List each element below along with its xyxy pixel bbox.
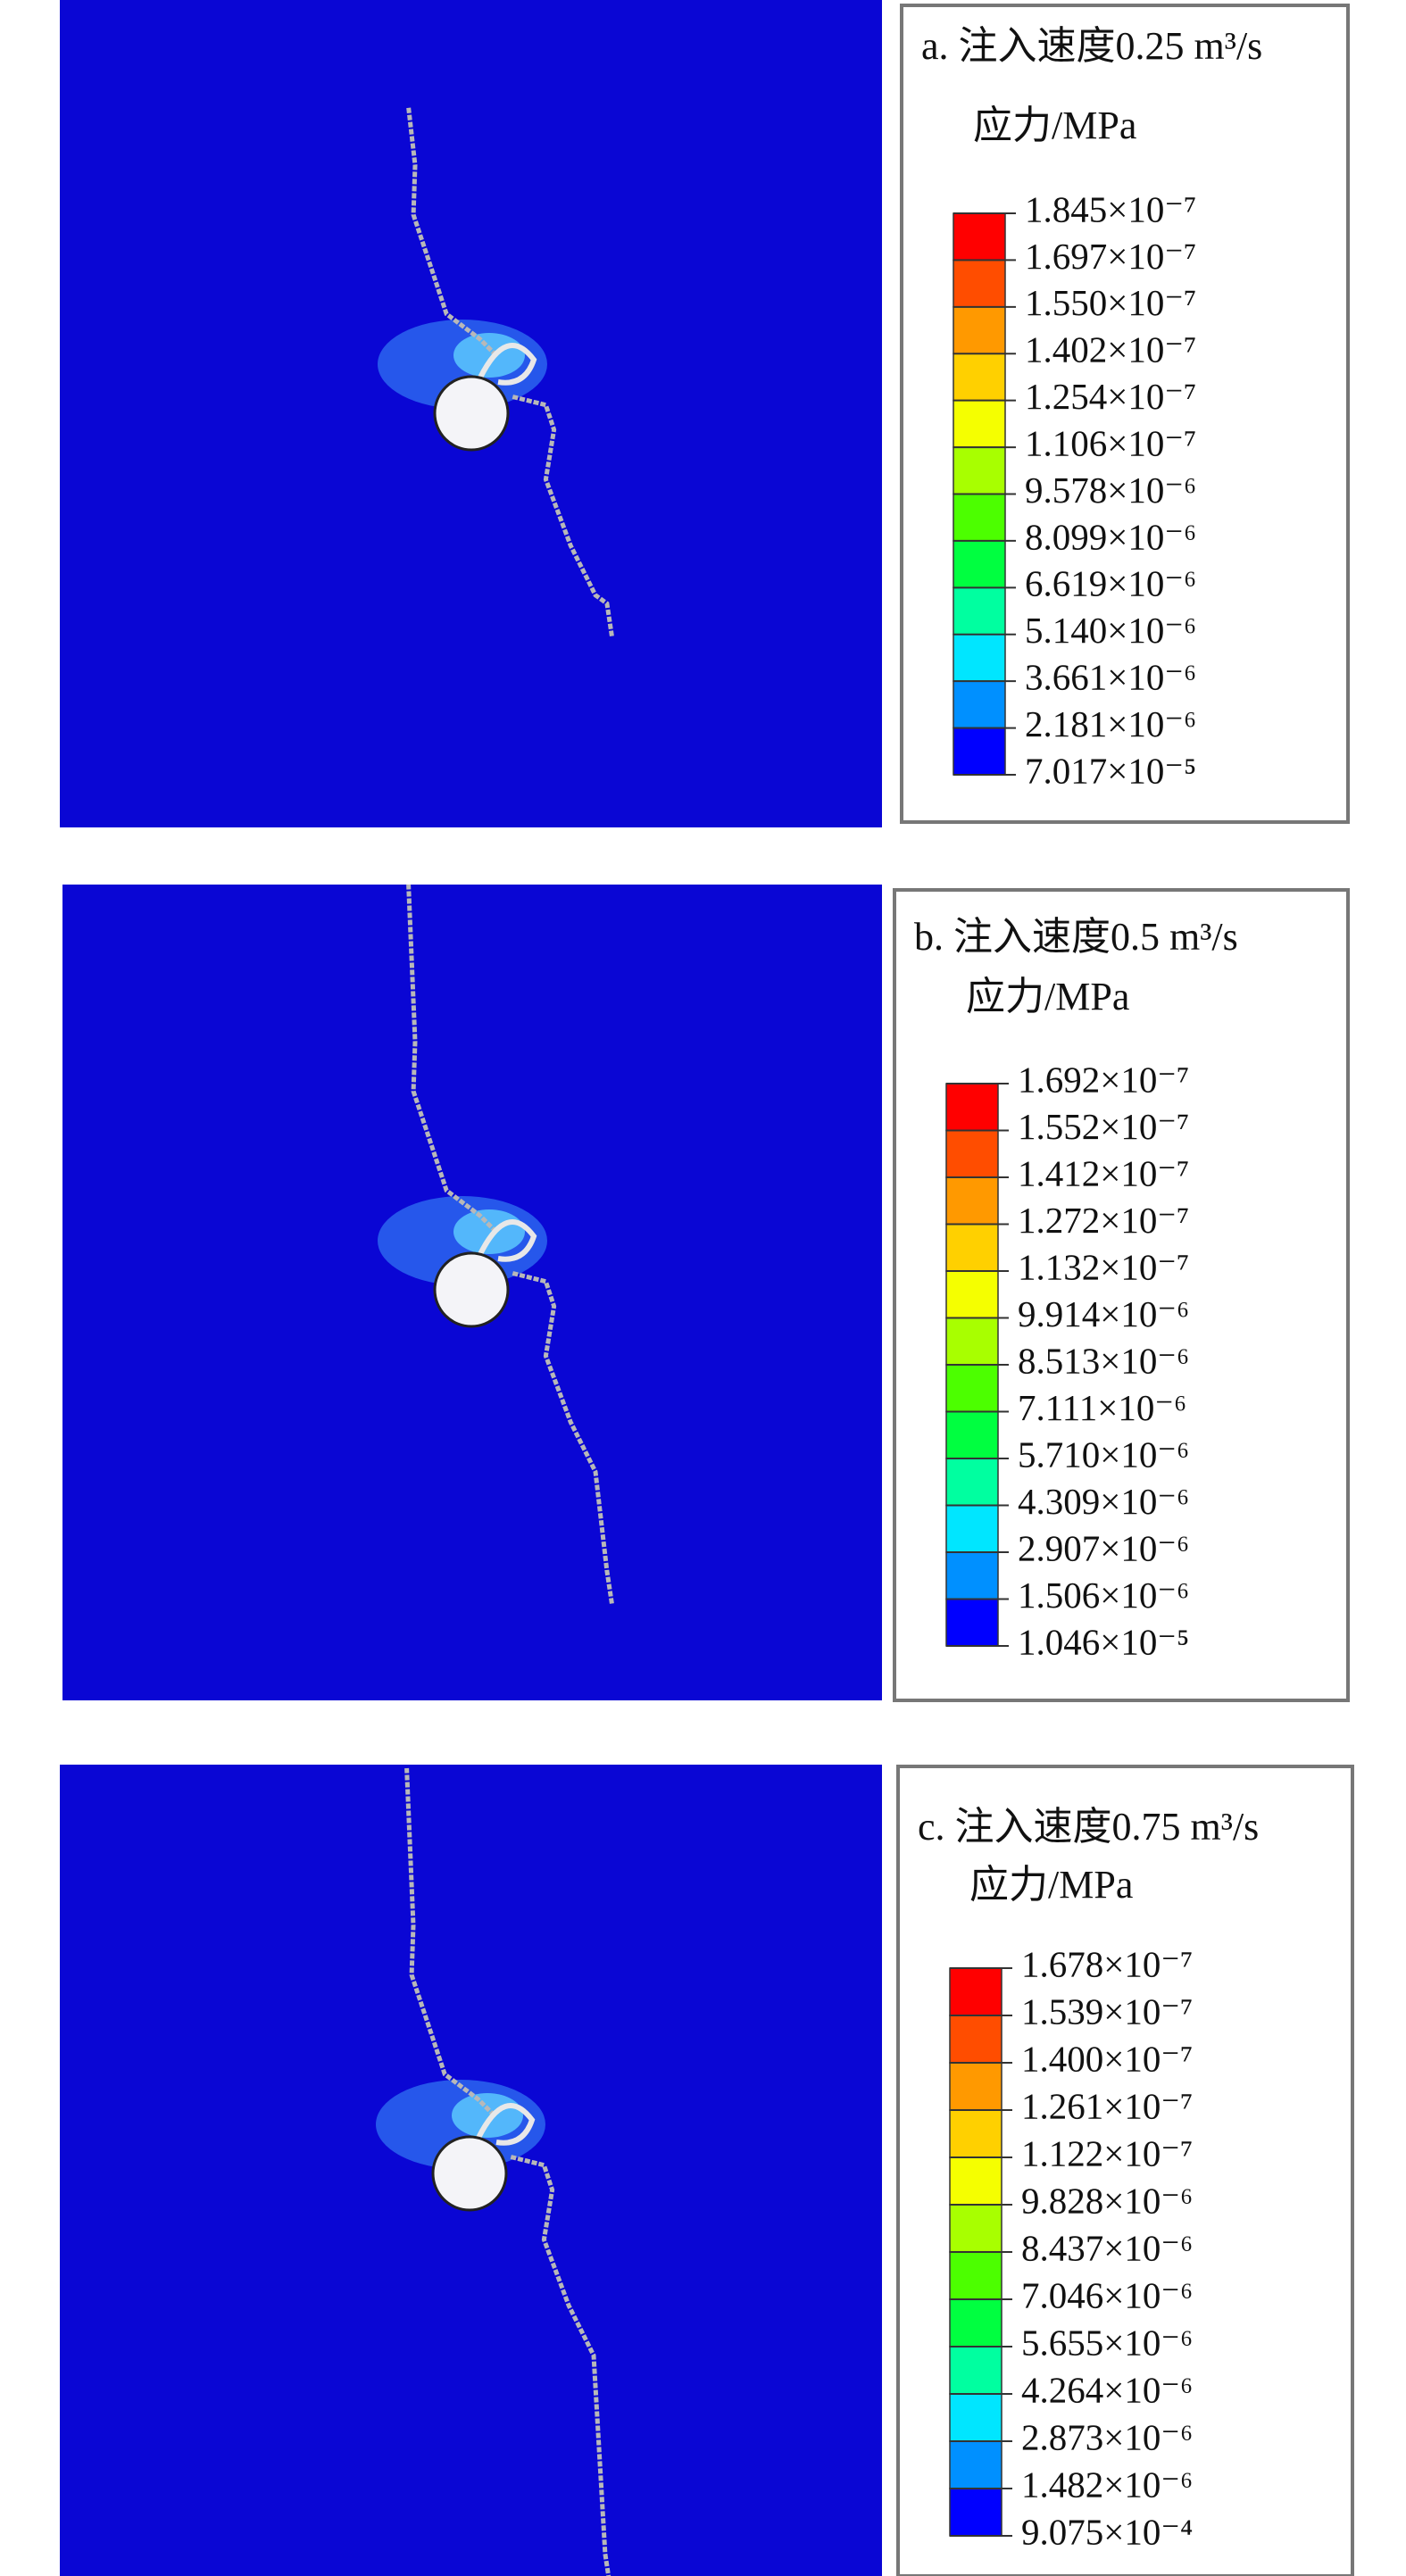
legend-label: 2.907×10⁻⁶: [1018, 1527, 1189, 1568]
color-band: [949, 2204, 1003, 2253]
color-band: [949, 2251, 1003, 2300]
color-band: [953, 212, 1006, 262]
color-band: [945, 1504, 999, 1553]
color-band: [945, 1129, 999, 1178]
legend-label: 8.513×10⁻⁶: [1018, 1340, 1189, 1381]
legend-label: 1.046×10⁻⁵: [1018, 1621, 1189, 1662]
color-band: [953, 446, 1006, 495]
color-band: [945, 1083, 999, 1132]
legend-label: 1.482×10⁻⁶: [1021, 2464, 1193, 2505]
color-band: [949, 2488, 1003, 2537]
legend-label: 1.506×10⁻⁶: [1018, 1575, 1189, 1616]
crack-loop: [478, 1219, 537, 1262]
stress-halo-inner: [453, 1209, 525, 1254]
color-band: [949, 2156, 1003, 2206]
legend-label: 1.539×10⁻⁷: [1021, 1990, 1193, 2032]
wellbore: [431, 2135, 508, 2212]
crack: [406, 106, 498, 357]
legend-label: 1.106×10⁻⁷: [1025, 422, 1196, 463]
color-band: [953, 586, 1006, 636]
legend-label: 1.254×10⁻⁷: [1025, 376, 1196, 417]
crack: [512, 395, 614, 637]
color-band: [945, 1458, 999, 1507]
legend-label: 1.261×10⁻⁷: [1021, 2085, 1193, 2126]
legend-label: 9.914×10⁻⁶: [1018, 1293, 1189, 1334]
legend-label: 1.272×10⁻⁷: [1018, 1200, 1189, 1241]
legend-label: 1.692×10⁻⁷: [1018, 1059, 1189, 1100]
color-band: [953, 353, 1006, 402]
legend-label: 9.828×10⁻⁶: [1021, 2180, 1193, 2221]
legend-label: 6.619×10⁻⁶: [1025, 563, 1196, 604]
wellbore: [433, 1251, 510, 1328]
legend-label: 2.181×10⁻⁶: [1025, 703, 1196, 744]
color-band: [953, 259, 1006, 308]
color-band: [945, 1317, 999, 1366]
color-band: [945, 1598, 999, 1647]
color-band: [945, 1270, 999, 1319]
legend-label: 1.122×10⁻⁷: [1021, 2132, 1193, 2173]
crack-loop: [478, 343, 537, 386]
color-band: [945, 1223, 999, 1272]
color-band: [949, 2393, 1003, 2442]
color-band: [949, 1967, 1003, 2016]
legend-label: 4.309×10⁻⁶: [1018, 1481, 1189, 1522]
color-band: [949, 2298, 1003, 2347]
stress-halo-inner: [452, 2093, 523, 2138]
crack-loop: [476, 2103, 536, 2146]
legend-label: 1.552×10⁻⁷: [1018, 1106, 1189, 1147]
legend-label: 1.412×10⁻⁷: [1018, 1152, 1189, 1193]
unit-label: 应力/MPa: [966, 975, 1129, 1018]
legend-label: 1.132×10⁻⁷: [1018, 1246, 1189, 1287]
unit-label: 应力/MPa: [969, 1863, 1133, 1907]
color-band: [949, 2062, 1003, 2111]
legend-label: 8.099×10⁻⁶: [1025, 516, 1196, 557]
crack: [406, 884, 498, 1234]
legend-label: 5.140×10⁻⁶: [1025, 610, 1196, 651]
legend-label: 7.111×10⁻⁶: [1018, 1387, 1186, 1428]
legend-label: 1.678×10⁻⁷: [1021, 1943, 1193, 1984]
legend-label: 9.578×10⁻⁶: [1025, 469, 1196, 511]
color-band: [953, 727, 1006, 776]
panel-title: c. 注入速度0.75 m³/s: [918, 1805, 1259, 1849]
color-band: [949, 2109, 1003, 2158]
color-band: [953, 680, 1006, 729]
color-band: [949, 2440, 1003, 2489]
crack: [404, 1767, 496, 2117]
color-band: [953, 493, 1006, 542]
legend-label: 1.697×10⁻⁷: [1025, 236, 1196, 277]
color-band: [945, 1364, 999, 1413]
legend-label: 7.046×10⁻⁶: [1021, 2274, 1193, 2315]
legend-label: 1.402×10⁻⁷: [1025, 329, 1196, 370]
legend-label: 1.550×10⁻⁷: [1025, 282, 1196, 323]
color-band: [945, 1176, 999, 1226]
unit-label: 应力/MPa: [973, 104, 1136, 147]
crack: [510, 2155, 611, 2576]
panel-title: a. 注入速度0.25 m³/s: [921, 24, 1262, 68]
color-band: [953, 399, 1006, 448]
color-band: [953, 634, 1006, 682]
legend-label: 8.437×10⁻⁶: [1021, 2227, 1193, 2268]
legend-label: 4.264×10⁻⁶: [1021, 2369, 1193, 2410]
legend-label: 1.845×10⁻⁷: [1025, 188, 1196, 229]
stress-halo-inner: [453, 333, 525, 378]
legend-label: 7.017×10⁻⁵: [1025, 750, 1196, 791]
color-band: [953, 306, 1006, 355]
color-band: [953, 540, 1006, 589]
legend-label: 3.661×10⁻⁶: [1025, 657, 1196, 698]
legend-label: 5.710×10⁻⁶: [1018, 1433, 1189, 1475]
panel-title: b. 注入速度0.5 m³/s: [914, 915, 1238, 959]
legend-label: 2.873×10⁻⁶: [1021, 2416, 1193, 2457]
color-band: [945, 1410, 999, 1459]
color-band: [949, 2346, 1003, 2395]
legend-label: 9.075×10⁻⁴: [1021, 2511, 1193, 2552]
crack: [512, 1271, 614, 1605]
wellbore: [433, 375, 510, 452]
color-band: [949, 2015, 1003, 2064]
legend-label: 1.400×10⁻⁷: [1021, 2038, 1193, 2079]
legend-label: 5.655×10⁻⁶: [1021, 2322, 1193, 2363]
color-band: [945, 1551, 999, 1600]
